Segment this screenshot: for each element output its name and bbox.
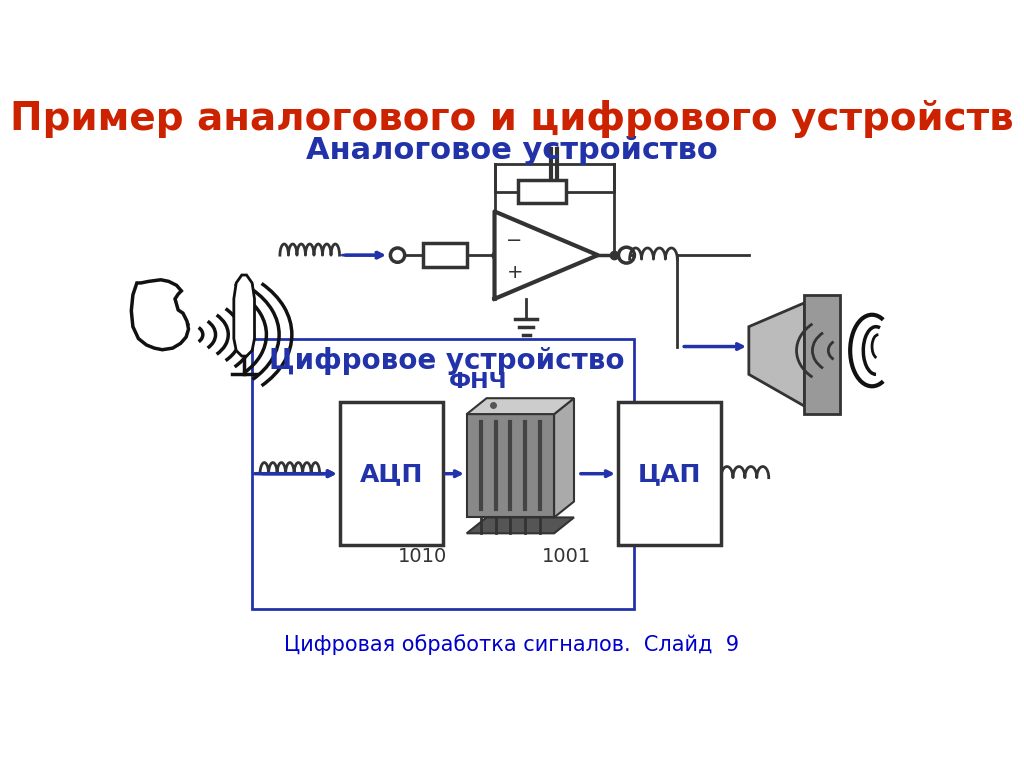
Polygon shape <box>233 275 255 356</box>
Polygon shape <box>495 212 598 299</box>
Text: +: + <box>507 263 523 282</box>
Bar <box>805 295 841 414</box>
Polygon shape <box>467 518 574 533</box>
Bar <box>340 402 442 545</box>
Text: ЦАП: ЦАП <box>638 462 701 486</box>
Polygon shape <box>749 303 805 407</box>
Bar <box>518 180 566 202</box>
Text: −: − <box>507 232 523 250</box>
Polygon shape <box>131 280 188 350</box>
Text: 1001: 1001 <box>542 547 591 566</box>
Polygon shape <box>554 398 574 518</box>
Text: Аналоговое устройство: Аналоговое устройство <box>306 136 718 165</box>
Bar <box>252 338 634 609</box>
Polygon shape <box>467 398 574 414</box>
Text: Пример аналогового и цифрового устройств: Пример аналогового и цифрового устройств <box>10 100 1014 138</box>
Bar <box>617 402 721 545</box>
Bar <box>423 243 467 267</box>
Bar <box>467 414 554 518</box>
Text: Цифровая обработка сигналов.  Слайд  9: Цифровая обработка сигналов. Слайд 9 <box>285 634 739 655</box>
Text: Цифровое устройство: Цифровое устройство <box>269 347 625 374</box>
Text: АЦП: АЦП <box>359 462 423 486</box>
Text: 1010: 1010 <box>398 547 447 566</box>
Text: ФНЧ: ФНЧ <box>450 372 508 392</box>
